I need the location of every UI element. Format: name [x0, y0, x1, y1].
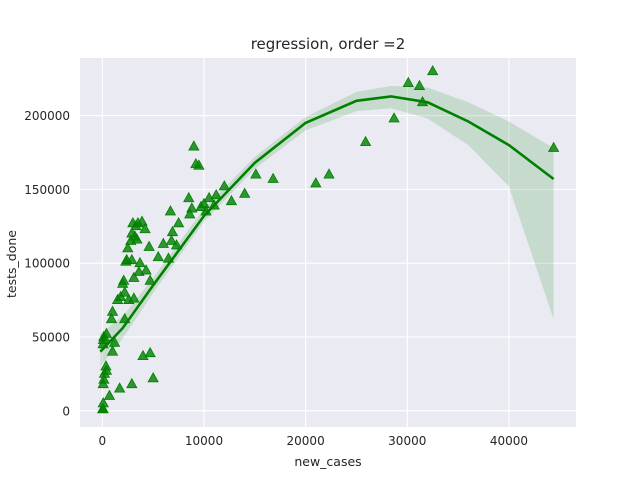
data-point — [139, 222, 151, 234]
data-point — [184, 208, 196, 219]
data-point — [388, 112, 400, 123]
y-tick-label: 100000 — [24, 257, 70, 271]
data-point — [359, 135, 372, 147]
data-point — [172, 216, 185, 228]
data-point — [126, 377, 138, 389]
scatter-points — [97, 64, 560, 414]
data-point — [200, 205, 212, 216]
data-point — [147, 371, 159, 383]
data-point — [193, 159, 205, 170]
data-point — [100, 327, 113, 338]
data-point — [188, 140, 200, 151]
data-point — [140, 264, 152, 275]
data-point — [323, 168, 335, 179]
data-point — [131, 233, 143, 244]
y-tick-label: 150000 — [24, 183, 70, 197]
data-point — [267, 172, 279, 183]
data-point — [144, 274, 156, 285]
data-point — [98, 373, 110, 384]
data-point — [122, 242, 134, 253]
x-tick-label: 40000 — [490, 434, 528, 448]
data-point — [128, 271, 140, 282]
data-point — [547, 141, 560, 152]
data-point — [106, 305, 119, 316]
data-point — [97, 402, 109, 413]
data-point — [198, 197, 210, 209]
data-point — [402, 76, 414, 87]
data-point — [208, 199, 220, 210]
data-point — [128, 292, 140, 303]
data-point — [310, 177, 322, 188]
data-point — [186, 202, 198, 213]
x-tick-labels: 0 10000 20000 30000 40000 — [99, 434, 528, 448]
data-point — [210, 188, 222, 200]
data-point — [416, 95, 429, 107]
data-point — [166, 225, 179, 237]
data-point — [162, 252, 175, 263]
data-point — [143, 240, 155, 251]
data-point — [113, 382, 126, 393]
data-point — [225, 194, 238, 206]
data-point — [218, 180, 231, 191]
y-tick-label: 200000 — [24, 109, 70, 123]
y-tick-label: 50000 — [32, 330, 70, 344]
y-tick-labels: 0 50000 100000 150000 200000 — [24, 109, 70, 418]
y-axis-label: tests_done — [4, 230, 19, 298]
data-point — [137, 349, 149, 361]
grid — [80, 58, 576, 427]
data-point — [413, 79, 426, 90]
data-point — [152, 250, 164, 262]
data-point — [126, 253, 138, 265]
data-point — [203, 191, 215, 203]
data-point — [103, 389, 116, 400]
data-point — [108, 336, 121, 347]
x-tick-label: 0 — [99, 434, 107, 448]
data-point — [164, 205, 177, 216]
data-point — [118, 274, 130, 285]
x-tick-label: 20000 — [287, 434, 325, 448]
data-point — [119, 312, 131, 324]
data-point — [134, 256, 146, 268]
data-point — [97, 397, 109, 408]
data-point — [144, 346, 156, 358]
data-point — [250, 168, 262, 179]
chart-title: regression, order =2 — [251, 35, 406, 53]
data-point — [105, 312, 118, 324]
data-point — [183, 191, 195, 203]
y-tick-label: 0 — [62, 404, 70, 418]
data-point — [100, 364, 113, 375]
data-point — [170, 239, 183, 250]
data-point — [157, 237, 170, 248]
data-point — [165, 234, 178, 245]
x-axis-label: new_cases — [294, 454, 361, 469]
data-point — [238, 187, 251, 198]
data-point — [136, 215, 148, 226]
data-point — [106, 345, 119, 356]
x-tick-label: 10000 — [185, 434, 223, 448]
regression-line — [99, 95, 555, 353]
data-point — [427, 64, 439, 76]
x-tick-label: 30000 — [388, 434, 426, 448]
data-point — [119, 286, 131, 297]
